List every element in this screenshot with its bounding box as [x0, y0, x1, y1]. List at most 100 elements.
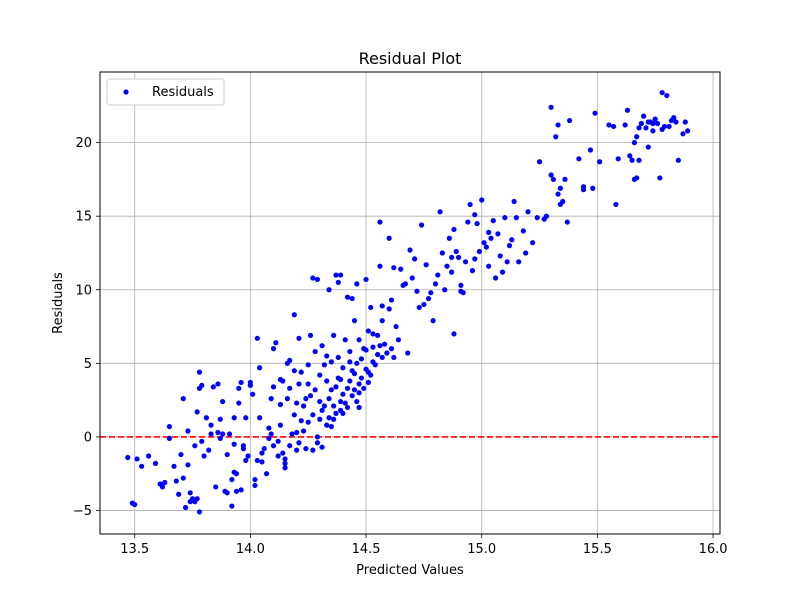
- residual-point: [176, 491, 182, 497]
- residual-point: [490, 218, 496, 224]
- residual-point: [645, 144, 651, 150]
- residual-point: [472, 212, 478, 218]
- residual-point: [328, 387, 334, 393]
- residual-point: [270, 346, 277, 352]
- residual-point: [418, 222, 425, 228]
- residual-point: [666, 123, 672, 130]
- residual-point: [238, 379, 244, 386]
- residual-point: [634, 175, 640, 181]
- residual-point: [347, 348, 353, 355]
- residual-point: [300, 428, 307, 434]
- residual-point: [134, 456, 140, 462]
- residual-point: [287, 385, 293, 391]
- x-axis-label: Predicted Values: [356, 563, 464, 578]
- residual-point: [296, 335, 302, 341]
- residual-point: [458, 288, 464, 294]
- residual-point: [650, 120, 656, 127]
- y-tick-label: 10: [75, 283, 92, 298]
- residual-point: [516, 259, 522, 265]
- residual-point: [247, 379, 253, 386]
- residual-point: [391, 354, 397, 361]
- residual-point: [356, 404, 362, 411]
- residual-point: [192, 443, 198, 449]
- residual-point: [166, 435, 173, 441]
- residual-point: [530, 240, 536, 246]
- residual-point: [465, 219, 471, 225]
- residual-point: [550, 176, 557, 183]
- residual-point: [643, 125, 649, 131]
- residual-point: [365, 328, 371, 334]
- residual-point: [358, 356, 365, 362]
- residual-point: [344, 294, 351, 300]
- residual-point: [296, 440, 302, 446]
- plot-frame: [99, 71, 721, 535]
- residual-point: [233, 471, 240, 477]
- residual-point: [525, 209, 531, 215]
- residual-point: [180, 396, 186, 402]
- residual-point: [349, 295, 355, 302]
- residual-point: [685, 128, 691, 134]
- residual-point: [439, 250, 445, 256]
- y-tick-label: 15: [75, 210, 92, 225]
- residual-point: [321, 403, 328, 409]
- residual-point: [680, 131, 686, 137]
- residual-point: [159, 484, 166, 490]
- residual-point: [428, 290, 434, 296]
- residual-point: [231, 441, 237, 447]
- residual-point: [370, 344, 376, 350]
- residual-point: [398, 266, 404, 272]
- residual-point: [287, 443, 293, 449]
- residual-point: [449, 254, 455, 260]
- residual-point: [254, 457, 260, 464]
- residual-point: [236, 400, 242, 406]
- residual-point: [317, 416, 323, 422]
- residual-point: [481, 240, 487, 246]
- residual-point: [555, 191, 561, 197]
- residual-point: [548, 172, 554, 178]
- residual-point: [370, 331, 376, 337]
- residual-point: [277, 422, 284, 428]
- residual-point: [654, 120, 661, 127]
- x-tick-label: 15.5: [583, 542, 612, 557]
- residual-point: [458, 282, 464, 288]
- residual-point: [226, 431, 233, 437]
- residual-point: [384, 350, 390, 356]
- residual-point: [282, 460, 288, 466]
- residual-point: [312, 348, 318, 355]
- residual-point: [580, 184, 587, 190]
- residual-point: [270, 443, 277, 449]
- residual-point: [243, 457, 249, 464]
- residual-point: [220, 398, 226, 405]
- residual-point: [375, 332, 381, 338]
- residual-point: [178, 451, 184, 458]
- residual-point: [287, 357, 293, 363]
- y-tick-label: 0: [84, 430, 92, 445]
- residual-point: [217, 435, 223, 441]
- residual-point: [476, 248, 483, 255]
- residual-point: [298, 418, 304, 424]
- residual-point: [324, 353, 330, 359]
- residual-point: [215, 381, 221, 387]
- residual-point: [340, 365, 346, 371]
- residual-point: [125, 454, 131, 461]
- residual-point: [361, 385, 367, 391]
- residual-point: [435, 272, 441, 278]
- residual-point: [326, 415, 332, 421]
- residual-point: [455, 254, 462, 260]
- residual-point: [416, 304, 422, 311]
- residual-point: [294, 400, 300, 406]
- x-axis-ticks: 13.5 14.0 14.5 15.0 15.5 16.0: [120, 534, 728, 557]
- residual-point: [442, 287, 448, 293]
- residual-point: [347, 359, 353, 365]
- residual-point: [444, 263, 450, 269]
- residual-point: [562, 176, 568, 183]
- residual-point: [548, 104, 554, 110]
- residual-point: [213, 484, 219, 490]
- residual-point: [291, 368, 297, 374]
- residual-point: [261, 446, 267, 452]
- residual-point: [132, 501, 138, 508]
- residual-point: [492, 275, 499, 281]
- residual-point: [321, 362, 328, 368]
- residual-point: [486, 263, 492, 269]
- residual-point: [351, 371, 358, 377]
